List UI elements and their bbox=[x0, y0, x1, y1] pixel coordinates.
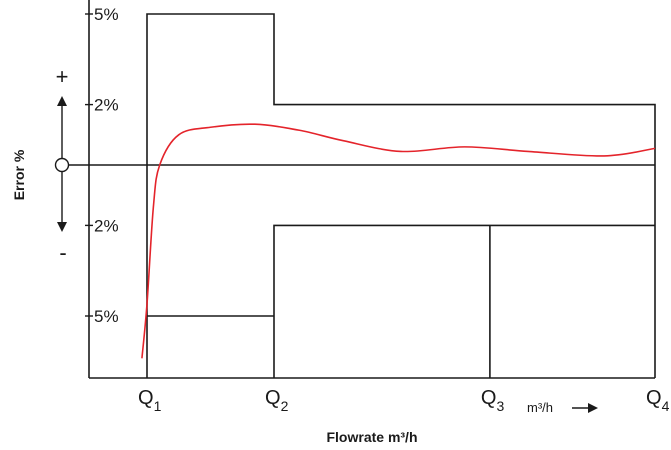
lower-limit-line bbox=[147, 224, 655, 378]
y-tick-label: 2% bbox=[94, 216, 119, 235]
up-arrow-icon bbox=[57, 96, 67, 158]
upper-limit-line bbox=[146, 13, 656, 378]
right-arrow-icon bbox=[572, 403, 598, 413]
x-axis-title: Flowrate m³/h bbox=[326, 429, 417, 445]
minus-sign: - bbox=[59, 240, 66, 265]
zero-circle-icon bbox=[54, 157, 70, 173]
y-axis-title: Error % bbox=[11, 149, 27, 200]
x-tick-label-q2: Q2 bbox=[265, 387, 289, 414]
x-tick-label-q1: Q1 bbox=[138, 387, 162, 414]
x-unit-label: m³/h bbox=[527, 400, 553, 415]
plus-sign: + bbox=[56, 64, 69, 89]
y-tick-label: 5% bbox=[94, 307, 119, 326]
x-tick-label-q3: Q3 bbox=[481, 387, 505, 414]
error-curve bbox=[141, 123, 656, 359]
x-tick-label-q4: Q4 bbox=[646, 387, 670, 414]
y-tick-group: 5% 2% 2% 5% bbox=[85, 5, 119, 326]
down-arrow-icon bbox=[57, 172, 67, 232]
y-tick-label: 2% bbox=[94, 96, 119, 115]
y-tick-label: 5% bbox=[94, 5, 119, 24]
